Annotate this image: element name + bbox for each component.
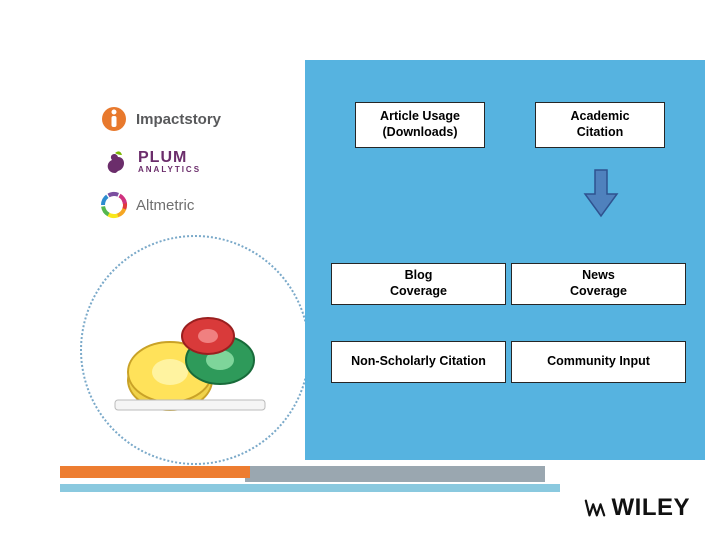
wiley-brand: WILEY [584, 494, 691, 522]
plum-label-bottom: ANALYTICS [138, 166, 201, 174]
box-academic-citation: Academic Citation [535, 102, 665, 148]
tape-measure-image [110, 300, 280, 420]
box-academic-citation-l1: Academic [570, 109, 629, 125]
logo-list: Impactstory PLUM ANALYTICS Altmet [100, 105, 290, 219]
decor-bar-teal [60, 484, 560, 492]
box-community-input: Community Input [511, 341, 686, 383]
box-news-coverage: News Coverage [511, 263, 686, 305]
box-non-scholarly-label: Non-Scholarly Citation [351, 354, 486, 370]
box-academic-citation-l2: Citation [570, 125, 629, 141]
box-blog-l2: Coverage [390, 284, 447, 300]
box-article-usage-l1: Article Usage [380, 109, 460, 125]
box-community-label: Community Input [547, 354, 650, 370]
impactstory-label: Impactstory [136, 111, 221, 128]
plum-icon [100, 147, 130, 177]
box-non-scholarly: Non-Scholarly Citation [331, 341, 506, 383]
decor-bar-orange [60, 466, 250, 478]
plum-label-top: PLUM [138, 150, 201, 166]
box-news-l2: Coverage [570, 284, 627, 300]
box-news-l1: News [570, 268, 627, 284]
impactstory-icon [100, 105, 128, 133]
box-blog-l1: Blog [390, 268, 447, 284]
down-arrow-icon [581, 168, 621, 225]
box-blog-coverage: Blog Coverage [331, 263, 506, 305]
logo-plum: PLUM ANALYTICS [100, 147, 290, 177]
plum-label-block: PLUM ANALYTICS [138, 150, 201, 174]
metrics-panel: Article Usage (Downloads) Academic Citat… [305, 60, 705, 460]
wiley-icon [584, 497, 606, 519]
slide-root: Impactstory PLUM ANALYTICS Altmet [0, 0, 720, 540]
altmetric-label: Altmetric [136, 197, 194, 214]
altmetric-icon [100, 191, 128, 219]
decor-bar-grey [245, 466, 545, 482]
box-article-usage: Article Usage (Downloads) [355, 102, 485, 148]
wiley-label: WILEY [612, 494, 691, 522]
logo-impactstory: Impactstory [100, 105, 290, 133]
box-article-usage-l2: (Downloads) [380, 125, 460, 141]
logo-altmetric: Altmetric [100, 191, 290, 219]
